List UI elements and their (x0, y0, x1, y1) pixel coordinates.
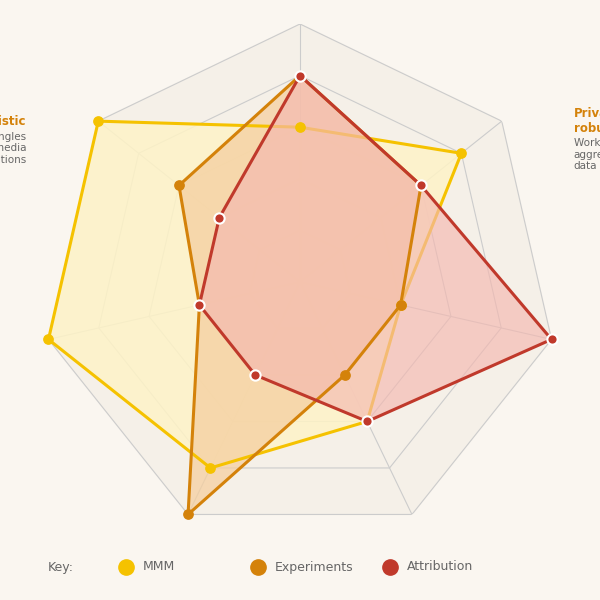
Polygon shape (49, 121, 461, 468)
Text: Privacy
robust: Privacy robust (574, 107, 600, 135)
Text: Attribution: Attribution (407, 560, 473, 574)
Text: Disentangles
media
interactions: Disentangles media interactions (0, 131, 26, 165)
Point (215, 213, 224, 223)
Text: MMM: MMM (143, 560, 175, 574)
Point (194, 300, 204, 310)
Point (457, 149, 466, 158)
Point (416, 181, 426, 190)
Point (362, 416, 372, 426)
Point (340, 370, 350, 380)
Point (250, 370, 260, 380)
Point (194, 300, 204, 310)
Point (295, 71, 305, 80)
Point (183, 509, 193, 519)
Point (362, 416, 372, 426)
Point (295, 122, 305, 132)
Point (206, 463, 215, 473)
Point (547, 335, 556, 344)
Text: Experiments: Experiments (275, 560, 353, 574)
Text: Works with
aggregate
data: Works with aggregate data (574, 138, 600, 172)
Text: Key:: Key: (48, 560, 74, 574)
Point (416, 181, 426, 190)
Point (396, 300, 406, 310)
Text: Holistic: Holistic (0, 115, 26, 128)
Point (94, 116, 103, 126)
Polygon shape (49, 24, 551, 514)
Point (44, 335, 53, 344)
Polygon shape (199, 76, 551, 421)
Point (174, 181, 184, 190)
Point (396, 300, 406, 310)
Polygon shape (179, 76, 421, 514)
Point (295, 71, 305, 80)
